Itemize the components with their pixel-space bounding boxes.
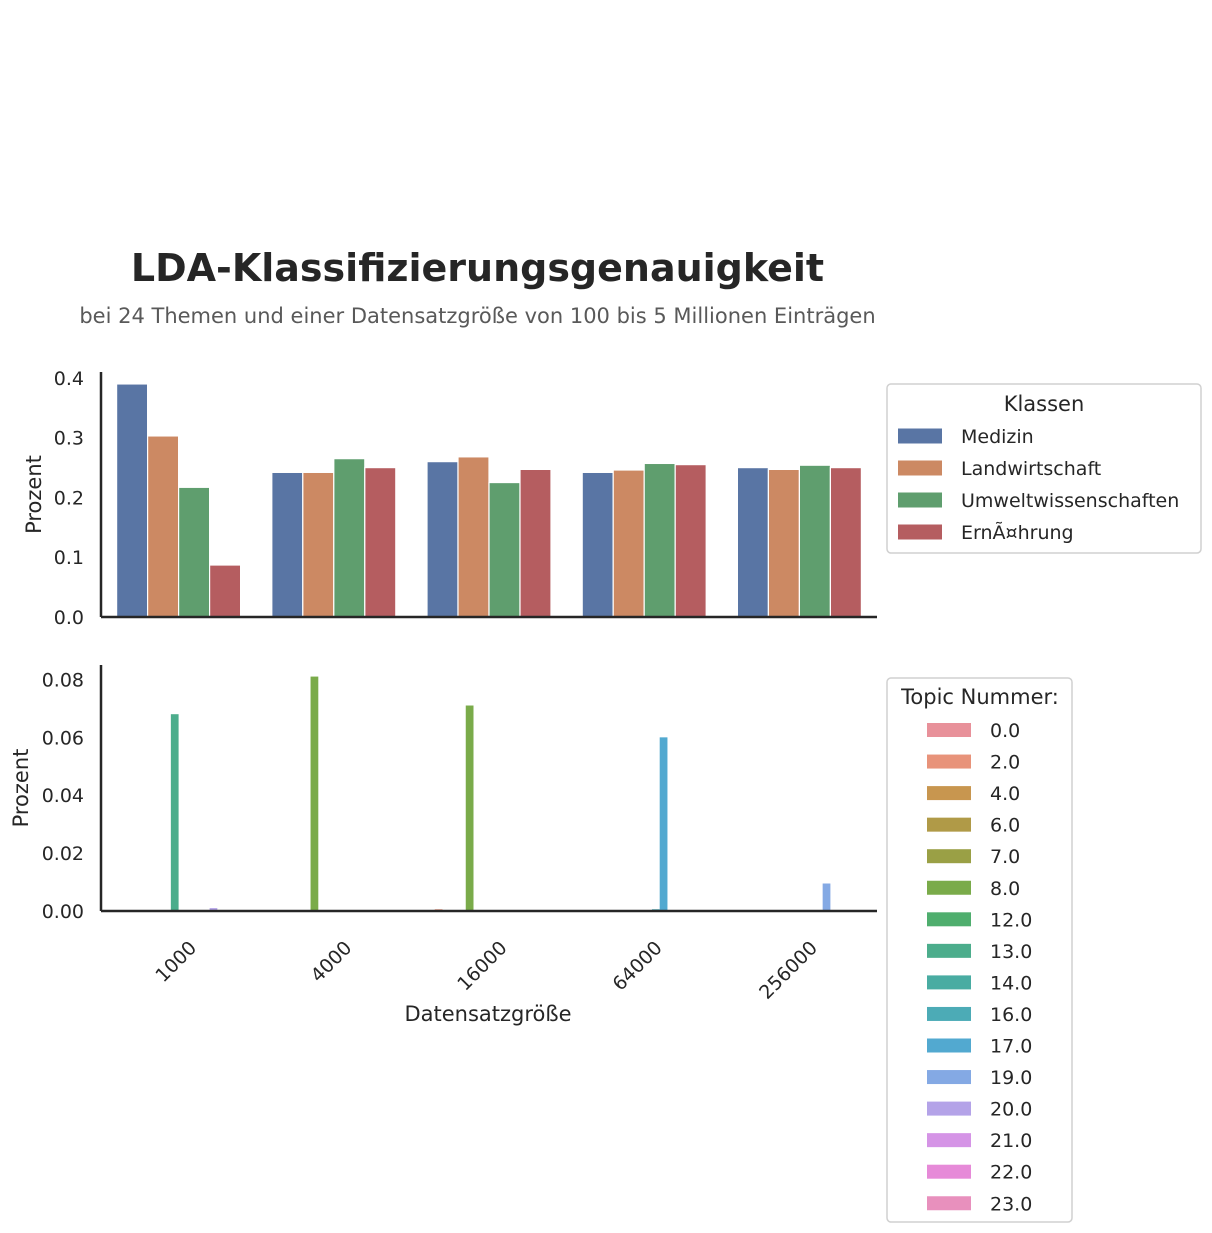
legend-swatch (927, 975, 971, 990)
legend-frame (886, 383, 1202, 554)
legend-swatch (927, 943, 971, 958)
x-tick-label: 1000 (151, 937, 201, 987)
legend-label: 22.0 (990, 1162, 1032, 1184)
bar-256000-Medizin (736, 467, 770, 618)
bar-64000-Landwirtschaft (612, 469, 645, 618)
legend-label: 14.0 (990, 972, 1032, 994)
legend-swatch (927, 1006, 971, 1021)
y-axis-label: Prozent (22, 455, 46, 534)
x-tick-label: 4000 (307, 937, 357, 987)
legend-swatch (927, 1038, 971, 1053)
legend-swatch (927, 880, 971, 895)
bar-64000-Umweltwissenschaften (643, 462, 676, 618)
bar-64000-17.0 (659, 737, 668, 911)
legend-swatch (927, 1164, 971, 1179)
legend-label: 20.0 (990, 1099, 1032, 1121)
legend-label: Medizin (961, 426, 1034, 448)
x-tick-label: 64000 (608, 937, 666, 995)
bar-1000-ErnÃ¤hrung (209, 564, 242, 618)
legend-swatch (898, 524, 942, 540)
legend-label: 0.0 (990, 720, 1020, 742)
bar-16000-Umweltwissenschaften (488, 481, 521, 618)
legend-label: 8.0 (990, 878, 1020, 900)
legend-label: 13.0 (990, 941, 1032, 963)
bar-4000-Umweltwissenschaften (333, 458, 366, 618)
bar-16000-8.0 (465, 705, 474, 911)
y-tick-label: 0.04 (42, 785, 84, 807)
legend-label: 19.0 (990, 1067, 1032, 1089)
y-tick-label: 0.0 (54, 607, 84, 629)
legend-title: Klassen (1004, 392, 1085, 416)
bar-1000-Umweltwissenschaften (178, 486, 211, 618)
bar-4000-ErnÃ¤hrung (364, 467, 397, 618)
y-axis-label: Prozent (9, 749, 33, 828)
x-tick-label: 256000 (755, 937, 822, 1004)
legend-label: 4.0 (990, 783, 1020, 805)
y-tick-label: 0.06 (42, 727, 84, 749)
y-tick-label: 0.2 (54, 487, 84, 509)
chart-panel-2: 0.00 0.02 0.04 0.06 0.08 Prozent 1000 4000 16000… (9, 665, 1073, 1223)
legend-swatch (927, 1196, 971, 1211)
legend-label: ErnÃ¤hrung (961, 521, 1074, 544)
chart-subtitle: bei 24 Themen und einer Datensatzgröße v… (79, 304, 876, 328)
x-tick-label: 16000 (453, 937, 511, 995)
bar-64000-Medizin (581, 471, 614, 618)
legend-swatch (927, 1133, 971, 1148)
bar-256000-Umweltwissenschaften (798, 464, 832, 618)
legend-title: Topic Nummer: (900, 685, 1059, 709)
bar-256000-ErnÃ¤hrung (829, 467, 863, 618)
bar-4000-8.0 (310, 676, 319, 911)
legend-swatch (927, 849, 971, 864)
y-tick-label: 0.00 (42, 901, 84, 923)
legend-swatch (927, 754, 971, 769)
legend-label: 21.0 (990, 1130, 1032, 1152)
bar-1000-20.0 (209, 908, 218, 911)
legend-swatch (927, 786, 971, 801)
legend-label: 2.0 (990, 752, 1020, 774)
legend-label: 7.0 (990, 846, 1020, 868)
bar-4000-Landwirtschaft (302, 471, 335, 618)
bar-1000-13.0 (170, 714, 179, 911)
legend-label: Landwirtschaft (961, 458, 1101, 480)
x-axis-label: Datensatzgröße (404, 1002, 571, 1026)
legend-frame (886, 677, 1073, 1223)
y-tick-label: 0.1 (54, 547, 84, 569)
legend-swatch (927, 1070, 971, 1085)
y-tick-label: 0.02 (42, 843, 84, 865)
bar-64000-ErnÃ¤hrung (674, 464, 707, 618)
legend-label: 23.0 (990, 1193, 1032, 1215)
legend-swatch (898, 428, 942, 444)
legend-label: 17.0 (990, 1036, 1032, 1058)
legend-label: Umweltwissenschaften (961, 490, 1179, 512)
bar-16000-Landwirtschaft (457, 456, 490, 618)
legend-swatch (927, 912, 971, 927)
bar-4000-Medizin (271, 471, 304, 618)
chart-panel-1: 0.0 0.1 0.2 0.3 0.4 Prozent Klassen Medizin Land… (22, 368, 1202, 629)
y-tick-label: 0.4 (54, 368, 84, 390)
bar-16000-Medizin (426, 461, 459, 618)
legend-label: 6.0 (990, 815, 1020, 837)
legend-1: Klassen Medizin Landwirtschaft Umweltwissen… (886, 383, 1202, 554)
legend-2: Topic Nummer: 0.0 2.0 4.0 6.0 7.0 8.0 12.0 13.0 1… (886, 677, 1073, 1223)
legend-label: 16.0 (990, 1004, 1032, 1026)
y-tick-label: 0.3 (54, 428, 84, 450)
bar-256000-Landwirtschaft (767, 468, 801, 618)
legend-swatch (927, 723, 971, 737)
chart-title: LDA-Klassifizierungsgenauigkeit (130, 246, 825, 290)
legend-swatch (927, 1101, 971, 1116)
legend-label: 12.0 (990, 909, 1032, 931)
bar-1000-Landwirtschaft (147, 435, 180, 618)
bar-16000-ErnÃ¤hrung (519, 468, 552, 618)
bar-256000-19.0 (822, 883, 831, 911)
legend-swatch (898, 492, 942, 508)
bar-1000-Medizin (115, 383, 149, 618)
legend-swatch (898, 460, 942, 476)
y-tick-label: 0.08 (42, 669, 84, 691)
legend-swatch (927, 817, 971, 832)
